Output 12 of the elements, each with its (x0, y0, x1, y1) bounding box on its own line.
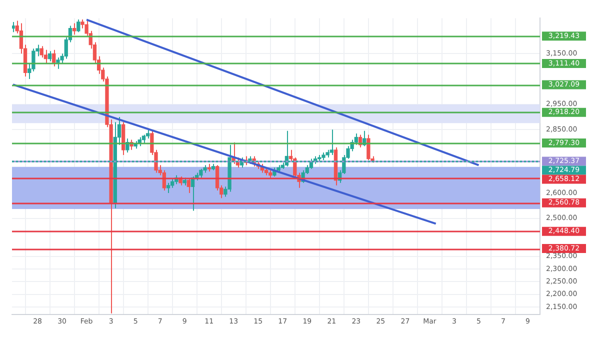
candlestick (48, 50, 52, 62)
candlestick (12, 22, 15, 33)
candlestick (76, 18, 80, 33)
candlestick (330, 129, 334, 156)
candlestick (44, 49, 48, 64)
candlestick (52, 49, 56, 67)
candlestick (56, 56, 60, 70)
candlestick (186, 178, 191, 194)
candlestick (215, 164, 220, 191)
candlestick (166, 182, 170, 194)
candlestick (40, 46, 44, 58)
candlestick (366, 134, 370, 161)
